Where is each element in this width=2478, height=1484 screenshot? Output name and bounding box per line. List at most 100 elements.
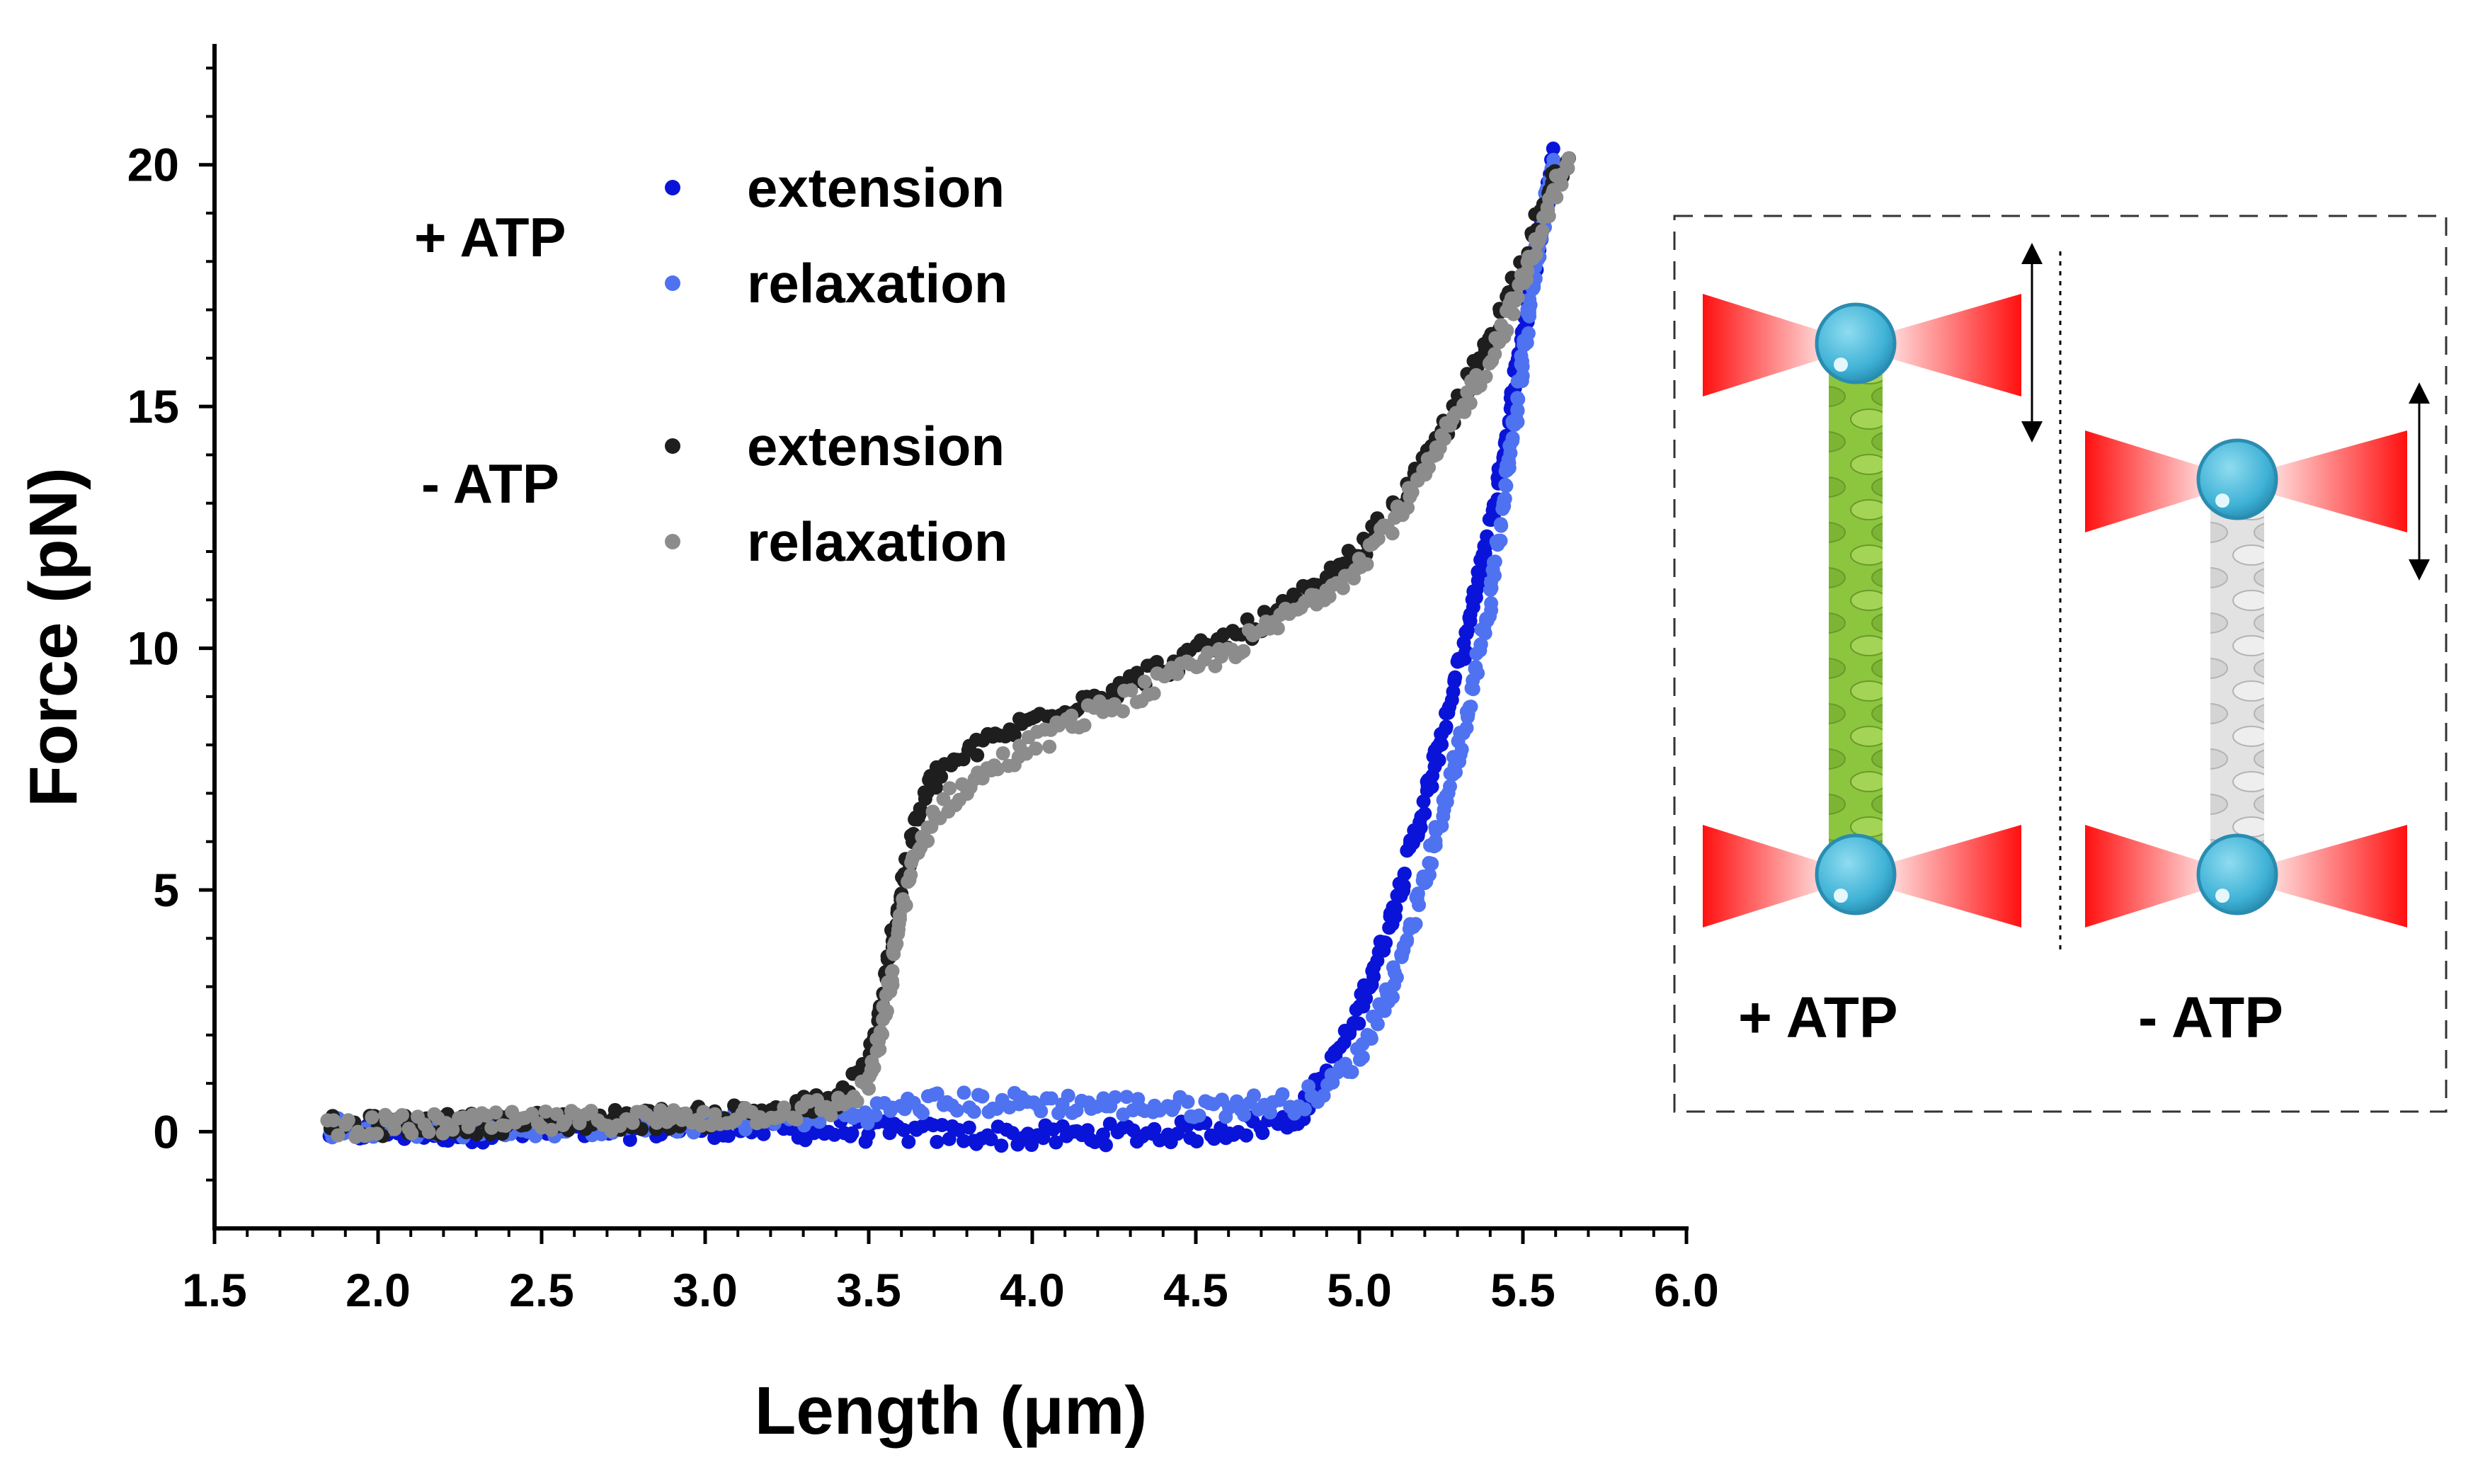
data-point	[1546, 141, 1560, 156]
x-tick-label: 2.0	[346, 1264, 411, 1316]
data-point	[868, 1108, 883, 1123]
legend-marker-plus-extension	[665, 180, 680, 195]
data-point	[823, 1108, 838, 1123]
data-point	[970, 748, 985, 763]
data-point	[538, 1105, 553, 1119]
data-point	[777, 1100, 792, 1115]
data-points	[320, 141, 1576, 1153]
data-point	[961, 1120, 976, 1135]
data-point	[789, 1112, 804, 1126]
legend-label-plus-extension: extension	[747, 156, 1005, 219]
data-point	[812, 1114, 827, 1129]
data-point	[975, 1089, 990, 1104]
data-point	[1459, 721, 1474, 736]
data-point	[1529, 247, 1543, 262]
data-point	[901, 1134, 916, 1149]
data-point	[1499, 479, 1514, 493]
data-point	[1378, 935, 1393, 950]
data-point	[1270, 621, 1285, 636]
data-point	[942, 781, 957, 796]
data-point	[879, 1005, 893, 1020]
data-point	[850, 1094, 864, 1109]
bead-bottom-highlight	[1834, 889, 1848, 903]
data-point	[1500, 324, 1514, 338]
plot-area: 1.5 2.0 2.5 3.0 3.5 4.0 4.5 5.0 5.5 6.0 0 5 10 15 20 L…	[16, 44, 1719, 1449]
data-point	[1432, 753, 1446, 767]
data-point	[653, 1103, 668, 1117]
y-axis-title: Force (pN)	[16, 467, 91, 807]
data-point	[1439, 719, 1454, 734]
data-point	[341, 1113, 355, 1128]
data-point	[1146, 686, 1161, 701]
laser-bottom-right-2	[2269, 825, 2407, 928]
data-point	[990, 762, 1005, 777]
data-point	[1029, 741, 1043, 756]
data-point	[1561, 151, 1576, 166]
data-point	[957, 1134, 971, 1148]
data-point	[625, 1115, 640, 1130]
data-point	[1437, 431, 1452, 446]
data-point	[1400, 501, 1415, 515]
data-point	[1488, 347, 1502, 361]
bead-bottom	[1815, 833, 1897, 915]
data-point	[1147, 1121, 1162, 1136]
data-point	[1247, 1088, 1261, 1103]
data-point	[1137, 674, 1152, 689]
data-point	[1454, 742, 1469, 757]
data-point	[1275, 1087, 1290, 1102]
data-point	[1396, 879, 1411, 894]
data-point	[1416, 794, 1431, 809]
laser-top-left-2	[2085, 430, 2209, 532]
data-point	[1192, 1108, 1206, 1123]
x-tick-label: 2.5	[509, 1264, 574, 1316]
data-point	[957, 1085, 971, 1100]
data-point	[1554, 177, 1569, 192]
filament-gray	[2210, 485, 2264, 871]
bead-top	[1815, 302, 1897, 384]
data-point	[1005, 1126, 1020, 1141]
legend-marker-minus-relaxation	[665, 534, 680, 549]
x-tick-label: 6.0	[1654, 1264, 1719, 1316]
data-point	[1428, 838, 1443, 853]
x-tick-label: 4.0	[1000, 1264, 1065, 1316]
data-point	[934, 770, 949, 784]
data-point	[1131, 1092, 1146, 1107]
legend-group-minus-atp: - ATP	[421, 452, 559, 515]
y-tick-label: 10	[127, 622, 179, 675]
data-point	[885, 964, 900, 978]
data-point	[1412, 898, 1427, 913]
data-point	[1239, 1128, 1254, 1143]
data-point	[1422, 460, 1437, 475]
data-point	[924, 819, 939, 834]
data-point	[861, 1127, 876, 1142]
data-point	[1447, 674, 1462, 689]
data-point	[1413, 821, 1428, 835]
data-point	[1424, 780, 1439, 794]
data-point	[331, 1128, 346, 1143]
data-point	[1488, 554, 1502, 569]
data-point	[1478, 370, 1493, 384]
data-point	[1240, 612, 1255, 627]
data-point	[942, 1131, 957, 1146]
laser-bottom-left-2	[2085, 825, 2209, 928]
data-point	[1459, 626, 1474, 641]
data-point	[994, 1138, 1009, 1153]
data-point	[903, 867, 918, 882]
data-point	[1473, 637, 1488, 651]
legend-label-plus-relaxation: relaxation	[747, 252, 1007, 314]
data-point	[1492, 534, 1507, 549]
data-point	[1510, 415, 1525, 430]
data-point	[756, 1126, 771, 1141]
inset-frame	[1673, 215, 2448, 1113]
axis-ticks	[199, 67, 1689, 1244]
data-point	[896, 1123, 911, 1137]
data-point	[1036, 1131, 1051, 1146]
data-point	[1523, 297, 1538, 312]
data-point	[489, 1105, 503, 1120]
data-point	[1322, 589, 1337, 604]
x-tick-label: 3.5	[836, 1264, 901, 1316]
data-point	[873, 1024, 888, 1039]
data-point	[1515, 354, 1529, 369]
data-point	[936, 792, 951, 806]
filament-green	[1829, 347, 1883, 871]
